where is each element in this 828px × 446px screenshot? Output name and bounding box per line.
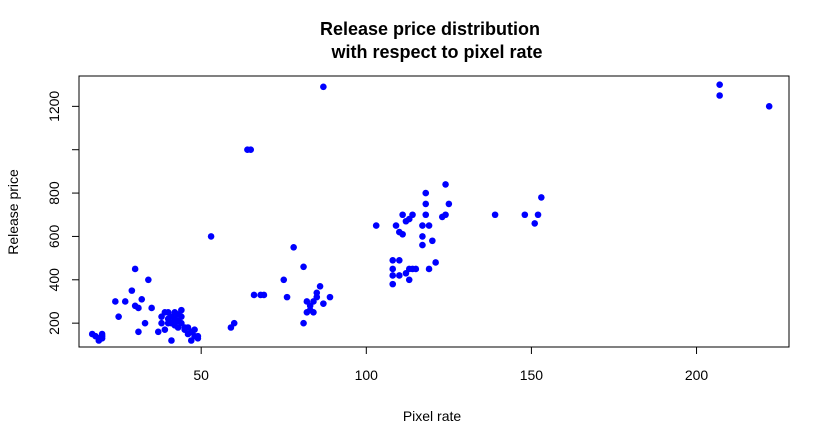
data-point: [145, 276, 152, 284]
chart-title-line-1: Release price distribution: [320, 19, 540, 39]
data-point: [283, 293, 291, 301]
data-point: [154, 328, 162, 336]
data-point: [247, 146, 255, 154]
data-point: [280, 276, 288, 284]
data-point: [389, 265, 397, 273]
data-point: [396, 272, 403, 279]
data-point: [538, 194, 545, 201]
data-point: [429, 237, 436, 245]
data-point: [419, 233, 426, 240]
data-point: [399, 211, 406, 219]
data-point: [131, 265, 139, 273]
data-point: [419, 222, 426, 229]
y-axis-label: Release price: [5, 169, 21, 255]
plot-frame: [78, 75, 790, 348]
data-point: [491, 211, 499, 219]
data-point: [425, 265, 433, 273]
x-tick-label: 200: [685, 367, 709, 383]
data-point: [320, 300, 327, 307]
data-point: [135, 328, 142, 336]
data-point: [422, 189, 430, 197]
x-tick-label: 50: [193, 367, 209, 383]
data-point: [313, 289, 321, 297]
data-point: [409, 211, 416, 219]
x-tick-label: 100: [355, 367, 379, 383]
y-tick-label: 1200: [46, 91, 62, 122]
data-point: [425, 222, 433, 229]
data-point: [534, 211, 542, 219]
data-point: [98, 335, 106, 342]
data-point: [141, 319, 149, 327]
data-point: [316, 282, 324, 290]
y-tick-label: 200: [46, 311, 62, 335]
data-point: [389, 272, 397, 279]
data-point: [320, 83, 327, 91]
data-point: [422, 211, 430, 219]
y-tick-label: 400: [46, 268, 62, 292]
data-point: [442, 181, 449, 188]
data-point: [178, 306, 185, 314]
data-point: [326, 293, 334, 301]
data-point: [521, 211, 529, 219]
data-points: [88, 81, 773, 344]
data-point: [168, 337, 175, 344]
data-point: [115, 313, 122, 320]
data-point: [531, 220, 539, 227]
data-point: [300, 319, 307, 327]
x-axis: 50 100 150 200: [193, 346, 709, 383]
data-point: [260, 291, 268, 299]
data-point: [158, 319, 165, 327]
x-tick-label: 150: [520, 367, 544, 383]
data-point: [230, 319, 238, 327]
data-point: [432, 259, 439, 266]
data-point: [392, 222, 400, 229]
data-point: [300, 263, 307, 271]
x-axis-label: Pixel rate: [403, 408, 462, 424]
data-point: [178, 313, 185, 320]
data-point: [396, 256, 403, 264]
chart-title-line-2: with respect to pixel rate: [330, 42, 542, 62]
y-tick-label: 600: [46, 225, 62, 249]
data-point: [389, 280, 397, 288]
data-point: [419, 241, 426, 249]
data-point: [716, 81, 723, 88]
data-point: [112, 298, 119, 305]
y-tick-label: 800: [46, 181, 62, 205]
data-point: [422, 200, 430, 208]
data-point: [135, 304, 142, 312]
data-point: [405, 276, 413, 284]
data-point: [445, 200, 453, 208]
data-point: [372, 222, 380, 229]
data-point: [716, 92, 723, 99]
data-point: [161, 326, 169, 333]
y-axis: 200 400 600 800 1200: [46, 91, 80, 335]
data-point: [412, 265, 420, 273]
data-point: [207, 233, 215, 240]
data-point: [310, 309, 317, 316]
data-point: [290, 243, 297, 251]
data-point: [148, 304, 155, 312]
data-point: [128, 287, 136, 294]
data-point: [191, 326, 198, 333]
data-point: [138, 296, 146, 303]
data-point: [765, 103, 773, 110]
data-point: [399, 230, 406, 238]
data-point: [389, 256, 397, 264]
data-point: [442, 211, 449, 219]
data-point: [121, 298, 129, 305]
data-point: [194, 332, 202, 340]
data-point: [250, 291, 258, 299]
